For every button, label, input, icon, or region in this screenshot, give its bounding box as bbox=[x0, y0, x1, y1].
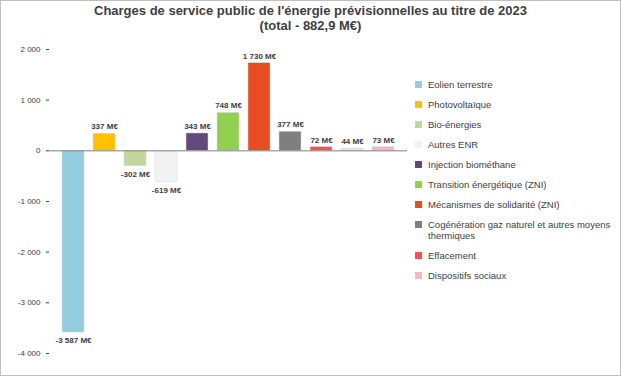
html-text:Effacement: Effacement bbox=[428, 250, 476, 261]
svg-text:343 M€: 343 M€ bbox=[184, 122, 211, 131]
svg-text:-2 000: -2 000 bbox=[18, 248, 41, 257]
svg-text:337 M€: 337 M€ bbox=[91, 122, 118, 131]
svg-text:44 M€: 44 M€ bbox=[341, 137, 364, 146]
svg-text:73 M€: 73 M€ bbox=[372, 136, 395, 145]
html-text:Bio-énergies: Bio-énergies bbox=[428, 119, 482, 130]
svg-text:-302 M€: -302 M€ bbox=[121, 170, 151, 179]
svg-text:1 730 M€: 1 730 M€ bbox=[243, 52, 277, 61]
svg-text:1 000: 1 000 bbox=[20, 96, 41, 105]
html-text:Autres ENR: Autres ENR bbox=[428, 139, 479, 150]
svg-text:-3 587 M€: -3 587 M€ bbox=[55, 336, 92, 345]
svg-text:-4 000: -4 000 bbox=[18, 349, 41, 358]
html-text:Dispositifs sociaux: Dispositifs sociaux bbox=[428, 270, 507, 281]
svg-text:-1 000: -1 000 bbox=[18, 197, 41, 206]
html-text:(total - 882,9 M€): (total - 882,9 M€) bbox=[259, 18, 362, 33]
svg-text:72 M€: 72 M€ bbox=[310, 136, 333, 145]
svg-text:2 000: 2 000 bbox=[20, 45, 41, 54]
html-text:Photovoltaïque: Photovoltaïque bbox=[428, 99, 492, 110]
html-text:Cogénération gaz naturel et au: Cogénération gaz naturel et autres moyen… bbox=[428, 219, 611, 241]
html-text:Transition énergétique (ZNI): Transition énergétique (ZNI) bbox=[428, 179, 547, 190]
svg-text:0: 0 bbox=[36, 146, 41, 155]
html-text:Eolien terrestre: Eolien terrestre bbox=[428, 79, 493, 90]
html-text:Mécanismes de solidarité (ZNI): Mécanismes de solidarité (ZNI) bbox=[428, 199, 560, 210]
html-text:Charges de service public de l: Charges de service public de l'énergie p… bbox=[94, 3, 527, 18]
svg-text:-619 M€: -619 M€ bbox=[152, 186, 182, 195]
svg-text:-3 000: -3 000 bbox=[18, 298, 41, 307]
html-text:Injection biométhane: Injection biométhane bbox=[428, 159, 516, 170]
svg-text:377 M€: 377 M€ bbox=[277, 120, 304, 129]
svg-text:748 M€: 748 M€ bbox=[215, 101, 242, 110]
